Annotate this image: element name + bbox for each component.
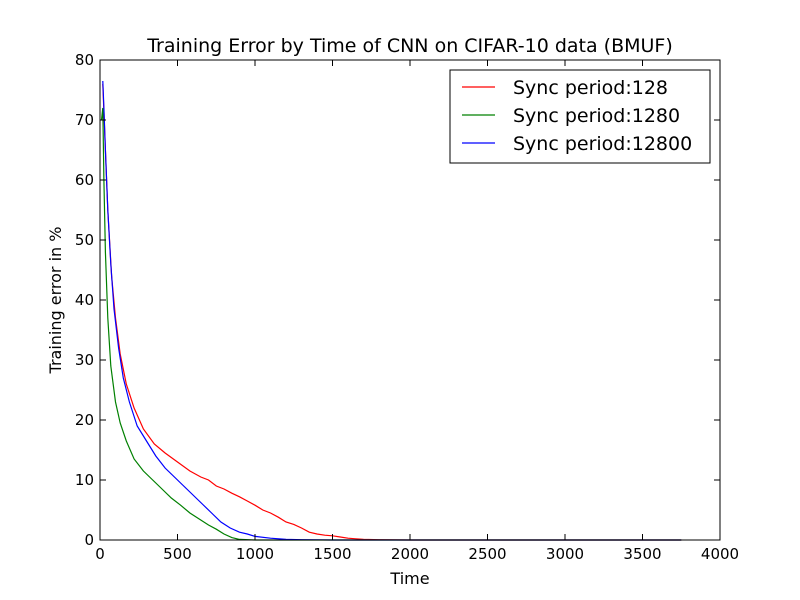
y-tick-label: 70 bbox=[75, 111, 94, 129]
x-tick-label: 1500 bbox=[313, 545, 351, 563]
x-tick-label: 3500 bbox=[623, 545, 661, 563]
x-tick-label: 0 bbox=[95, 545, 105, 563]
legend-box bbox=[449, 69, 711, 164]
x-tick-label: 500 bbox=[163, 545, 192, 563]
series-line-3 bbox=[102, 80, 682, 541]
x-tick-label: 2500 bbox=[468, 545, 506, 563]
x-tick-label: 4000 bbox=[701, 545, 739, 563]
y-tick-label: 80 bbox=[75, 51, 94, 69]
x-tick-label: 3000 bbox=[546, 545, 584, 563]
legend-label-3: Sync period:12800 bbox=[513, 133, 692, 155]
tick-labels: 0 500 1000 1500 2000 2500 3000 3500 4000 0 10 20 30 4… bbox=[75, 51, 739, 563]
legend-label-2: Sync period:1280 bbox=[513, 105, 680, 127]
y-tick-label: 30 bbox=[75, 351, 94, 369]
y-tick-label: 20 bbox=[75, 411, 94, 429]
series-line-2 bbox=[100, 107, 682, 541]
y-tick-label: 0 bbox=[84, 531, 94, 549]
series-line-1 bbox=[102, 83, 682, 541]
x-tick-label: 1000 bbox=[236, 545, 274, 563]
x-tick-label: 2000 bbox=[391, 545, 429, 563]
chart-title: Training Error by Time of CNN on CIFAR-1… bbox=[146, 35, 673, 57]
y-tick-label: 50 bbox=[75, 231, 94, 249]
x-axis-title: Time bbox=[389, 569, 429, 588]
y-axis-title: Training error in % bbox=[46, 227, 65, 375]
legend: Sync period:128 Sync period:1280 Sync peri… bbox=[449, 69, 711, 164]
y-tick-label: 40 bbox=[75, 291, 94, 309]
axis-ticks bbox=[99, 59, 721, 541]
y-tick-label: 60 bbox=[75, 171, 94, 189]
y-tick-label: 10 bbox=[75, 471, 94, 489]
legend-label-1: Sync period:128 bbox=[513, 77, 668, 99]
